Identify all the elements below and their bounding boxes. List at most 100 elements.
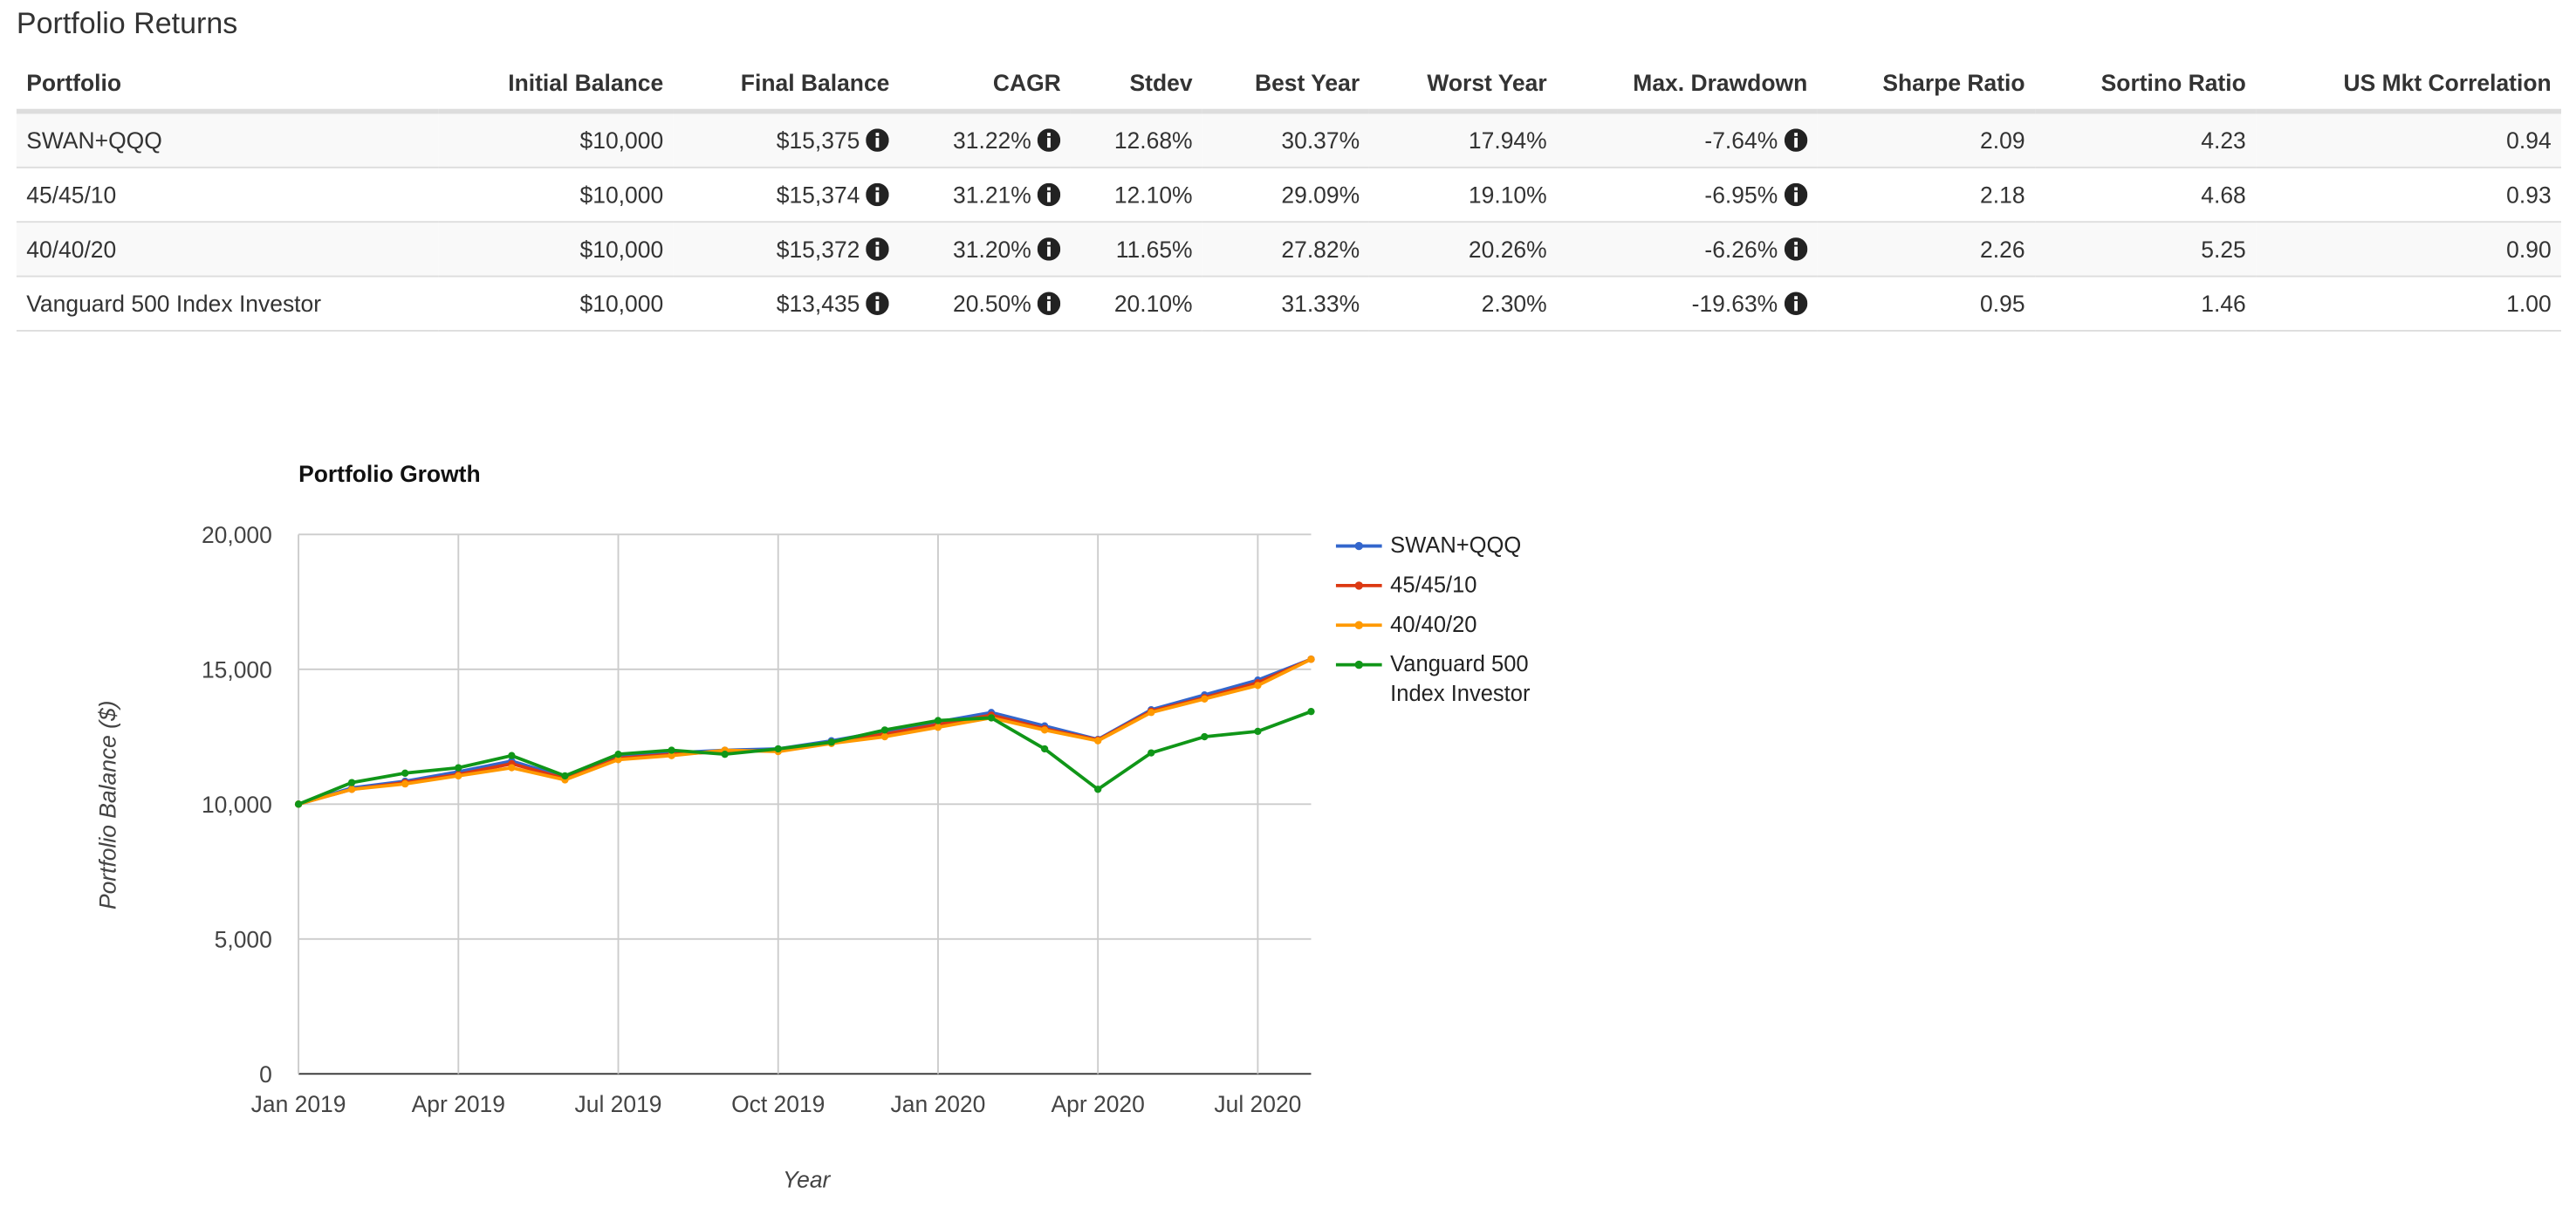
data-point	[827, 738, 835, 746]
cell-text: 31.20%	[953, 236, 1031, 263]
column-header: Best Year	[1202, 56, 1370, 114]
x-tick-label: Oct 2019	[731, 1091, 825, 1117]
legend-item: SWAN+QQQ	[1335, 532, 1551, 561]
table-cell: SWAN+QQQ	[16, 110, 439, 168]
column-header: Initial Balance	[438, 56, 674, 114]
legend-swatch	[1335, 581, 1382, 590]
cell-text: -19.63%	[1691, 290, 1778, 317]
cell-text: 19.10%	[1468, 181, 1547, 209]
cell-text: 0.90	[2506, 236, 2552, 263]
table-cell: 2.30%	[1369, 275, 1558, 332]
cell-text: 0.95	[1980, 290, 2025, 317]
legend-label: Vanguard 500 Index Investor	[1390, 651, 1531, 706]
table-cell: 45/45/10	[16, 166, 439, 223]
data-point	[508, 752, 516, 759]
table-row: SWAN+QQQ $10,000 $15,375 31.22% 12.68% 30.37%…	[16, 110, 2562, 168]
table-cell: $10,000	[438, 275, 674, 332]
cell-text: 20.50%	[953, 290, 1031, 317]
table-cell: 27.82%	[1202, 221, 1370, 277]
table-cell: 20.10%	[1071, 275, 1202, 332]
data-point	[1040, 745, 1049, 753]
table-cell: 0.93	[2256, 166, 2562, 223]
info-icon	[1784, 237, 1808, 261]
info-icon-dot	[1047, 133, 1052, 136]
series-line	[298, 710, 1312, 806]
returns-table: Portfolio Initial Balance Final Balance CAG…	[16, 56, 2562, 332]
table-cell: 20.26%	[1369, 221, 1558, 277]
data-point	[347, 779, 356, 786]
y-tick-label: 0	[259, 1061, 272, 1088]
data-point	[1040, 726, 1049, 734]
table-cell: $15,375	[673, 110, 900, 168]
table-cell: 11.65%	[1071, 221, 1202, 277]
y-axis-label: Portfolio Balance ($)	[94, 701, 120, 910]
table-cell: 4.23	[2034, 110, 2257, 168]
data-point	[1254, 727, 1262, 736]
info-icon	[866, 128, 890, 152]
table-cell: $15,374	[673, 166, 900, 223]
column-header: Max. Drawdown	[1557, 56, 1818, 114]
cell-text: 2.18	[1980, 181, 2025, 209]
legend-swatch-dot	[1354, 581, 1364, 590]
cell-text: 12.10%	[1113, 181, 1193, 209]
cell-text: -6.26%	[1704, 236, 1778, 263]
table-cell: 31.22%	[899, 110, 1072, 168]
x-tick-label: Apr 2020	[1052, 1091, 1145, 1117]
info-icon	[1038, 182, 1061, 207]
cell-text: -6.95%	[1704, 181, 1778, 209]
cell-text: 17.94%	[1468, 127, 1547, 154]
cell-text: 30.37%	[1281, 127, 1360, 154]
legend-item: 45/45/10	[1335, 571, 1551, 601]
data-point	[347, 786, 356, 793]
column-header: Worst Year	[1369, 56, 1558, 114]
table-cell: -7.64%	[1557, 110, 1818, 168]
cell-text: Vanguard 500 Index Investor	[26, 290, 322, 317]
table-row: 40/40/20 $10,000 $15,372 31.20% 11.65% 27.82%…	[16, 221, 2562, 277]
data-point	[1254, 682, 1262, 690]
info-icon-bar	[1794, 192, 1798, 202]
legend: SWAN+QQQ 45/45/10 40/40/20 Vanguard 500 Ind…	[1335, 532, 1551, 719]
table-cell: Vanguard 500 Index Investor	[16, 275, 439, 332]
data-point	[455, 772, 462, 780]
info-icon-bar	[1047, 300, 1052, 312]
y-tick-label: 20,000	[202, 522, 272, 548]
legend-swatch-dot	[1354, 660, 1364, 669]
cell-text: 40/40/20	[26, 236, 117, 263]
data-point	[934, 717, 942, 724]
info-icon-dot	[876, 241, 880, 245]
cell-text: 5.25	[2201, 236, 2246, 263]
cell-text: 29.09%	[1281, 181, 1360, 209]
x-axis-label: Year	[783, 1167, 832, 1193]
data-point	[668, 752, 675, 759]
legend-item: Vanguard 500 Index Investor	[1335, 650, 1551, 710]
table-cell: 29.09%	[1202, 166, 1370, 223]
cell-text: 1.00	[2506, 290, 2552, 317]
table-cell: 0.90	[2256, 221, 2562, 277]
cell-text: 31.22%	[953, 127, 1031, 154]
cell-text: $15,372	[776, 236, 860, 263]
table-cell: $13,435	[673, 275, 900, 332]
table-cell: 31.20%	[899, 221, 1072, 277]
info-icon	[1038, 292, 1061, 315]
legend-label: SWAN+QQQ	[1390, 532, 1522, 558]
table-cell: $10,000	[438, 110, 674, 168]
legend-swatch-dot	[1354, 541, 1364, 551]
cell-text: 20.10%	[1113, 290, 1193, 317]
column-header: US Mkt Correlation	[2256, 56, 2562, 114]
data-point	[614, 756, 622, 764]
cell-text: 31.21%	[953, 181, 1031, 209]
table-row: Vanguard 500 Index Investor $10,000 $13,43…	[16, 275, 2562, 332]
column-header: Stdev	[1071, 56, 1202, 114]
data-point	[774, 745, 782, 753]
cell-text: $10,000	[579, 236, 664, 263]
data-point	[721, 751, 729, 758]
cell-text: 20.26%	[1468, 236, 1547, 263]
legend-swatch	[1335, 660, 1382, 669]
cell-text: $10,000	[579, 127, 664, 154]
legend-label: 40/40/20	[1390, 612, 1477, 637]
info-icon	[866, 182, 890, 207]
table-cell: 4.68	[2034, 166, 2257, 223]
table-cell: 31.21%	[899, 166, 1072, 223]
